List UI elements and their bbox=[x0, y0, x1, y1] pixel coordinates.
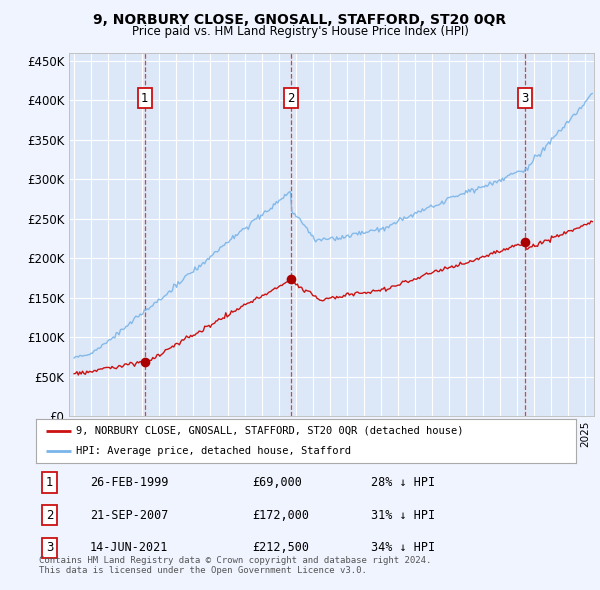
Text: £212,500: £212,500 bbox=[252, 542, 309, 555]
Text: 3: 3 bbox=[521, 91, 529, 104]
Text: 26-FEB-1999: 26-FEB-1999 bbox=[90, 476, 169, 489]
Text: 2: 2 bbox=[287, 91, 295, 104]
Text: £69,000: £69,000 bbox=[252, 476, 302, 489]
Text: 9, NORBURY CLOSE, GNOSALL, STAFFORD, ST20 0QR: 9, NORBURY CLOSE, GNOSALL, STAFFORD, ST2… bbox=[94, 13, 506, 27]
Text: 1: 1 bbox=[141, 91, 149, 104]
Text: 1: 1 bbox=[46, 476, 53, 489]
Text: HPI: Average price, detached house, Stafford: HPI: Average price, detached house, Staf… bbox=[77, 446, 352, 456]
Text: 9, NORBURY CLOSE, GNOSALL, STAFFORD, ST20 0QR (detached house): 9, NORBURY CLOSE, GNOSALL, STAFFORD, ST2… bbox=[77, 426, 464, 436]
Text: 31% ↓ HPI: 31% ↓ HPI bbox=[371, 509, 435, 522]
Text: 34% ↓ HPI: 34% ↓ HPI bbox=[371, 542, 435, 555]
Text: 3: 3 bbox=[46, 542, 53, 555]
Text: 21-SEP-2007: 21-SEP-2007 bbox=[90, 509, 169, 522]
Text: 2: 2 bbox=[46, 509, 53, 522]
Text: £172,000: £172,000 bbox=[252, 509, 309, 522]
Text: Price paid vs. HM Land Registry's House Price Index (HPI): Price paid vs. HM Land Registry's House … bbox=[131, 25, 469, 38]
Text: 14-JUN-2021: 14-JUN-2021 bbox=[90, 542, 169, 555]
Text: Contains HM Land Registry data © Crown copyright and database right 2024.
This d: Contains HM Land Registry data © Crown c… bbox=[39, 556, 431, 575]
Text: 28% ↓ HPI: 28% ↓ HPI bbox=[371, 476, 435, 489]
